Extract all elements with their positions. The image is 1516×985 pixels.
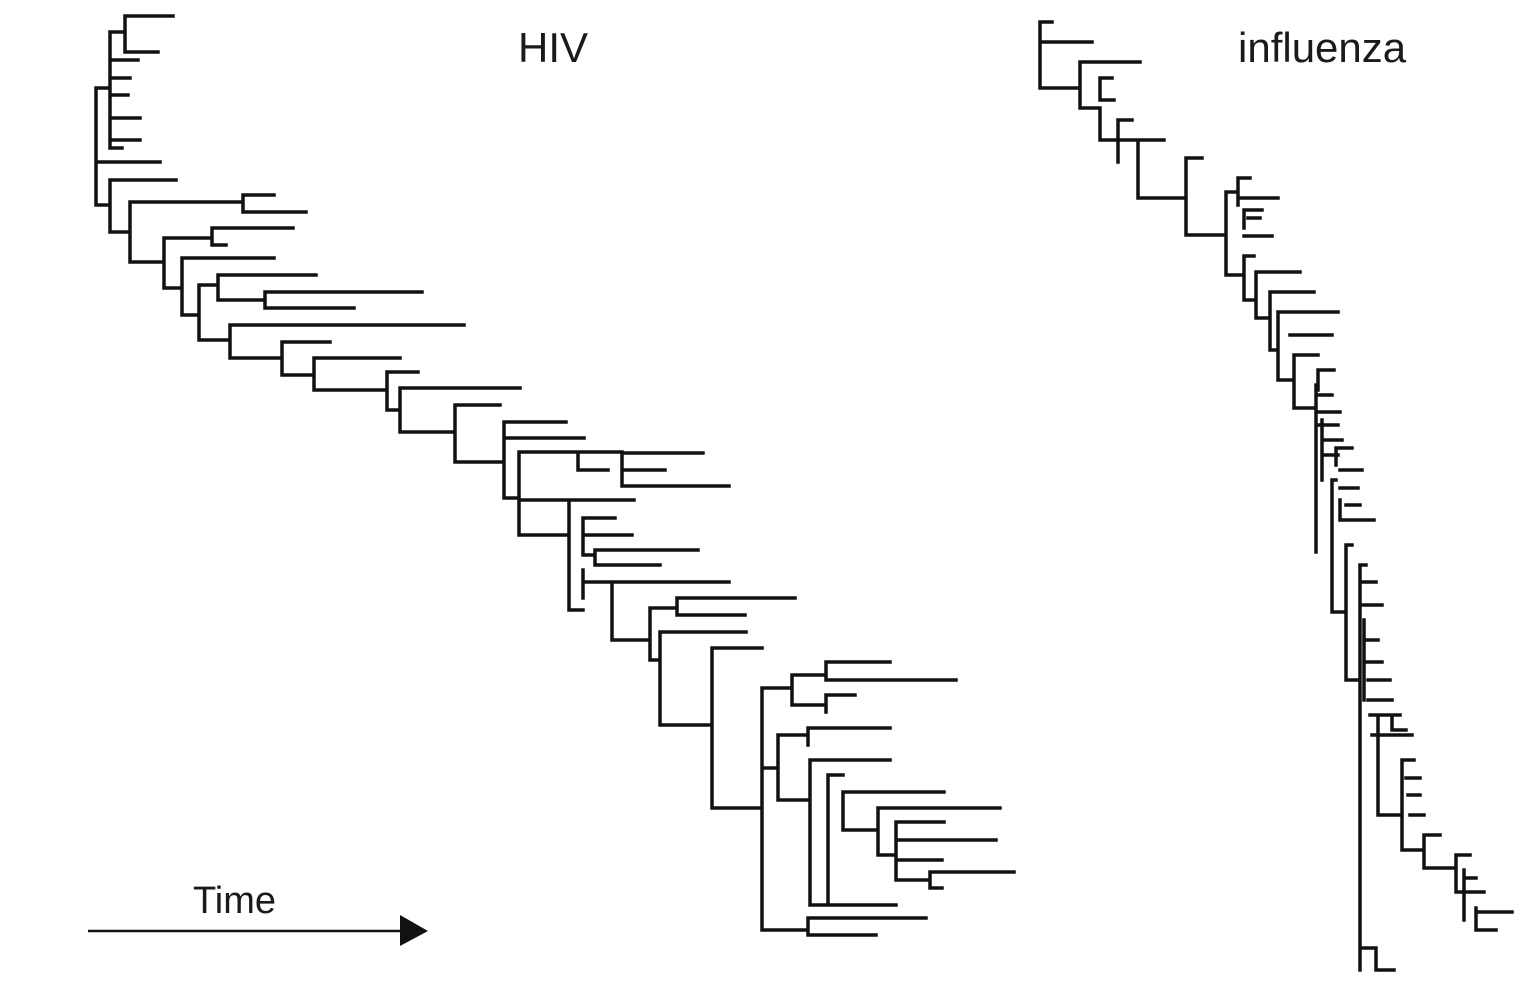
trees-group [94, 14, 1514, 972]
time-arrow [88, 915, 428, 946]
influenza-phylogenetic-tree [1038, 20, 1514, 972]
hiv-phylogenetic-tree [94, 14, 1016, 937]
hiv-title: HIV [518, 24, 588, 71]
arrow-right-icon [400, 915, 428, 946]
time-label: Time [193, 880, 276, 922]
influenza-title: influenza [1238, 24, 1407, 71]
